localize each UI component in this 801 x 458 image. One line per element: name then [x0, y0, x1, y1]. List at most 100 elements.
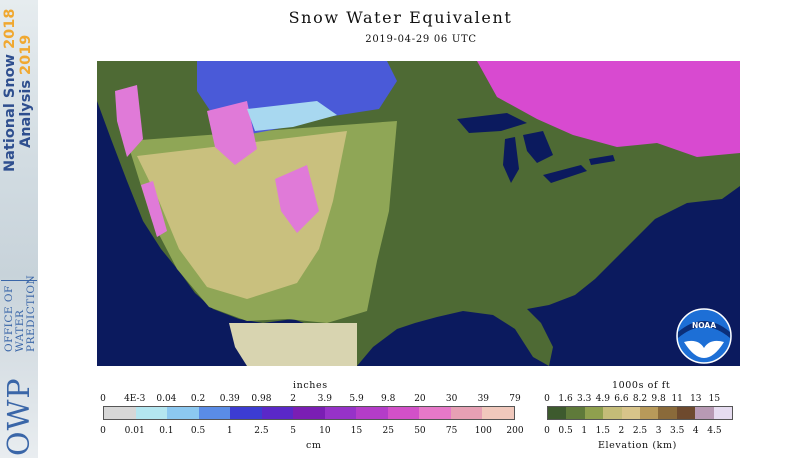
tick-label: 0.01: [124, 426, 145, 436]
lake-erie: [543, 165, 587, 183]
tick-label: 25: [382, 426, 394, 436]
noaa-seagull-icon: [684, 340, 724, 358]
swe-colorbar: [103, 406, 515, 420]
colorbar-swatch: [419, 407, 451, 419]
tick-label: 5.9: [349, 394, 364, 404]
colorbar-swatch: [548, 407, 567, 419]
colorbar-swatch: [167, 407, 199, 419]
analysis-title: Analysis 2019: [18, 34, 34, 148]
tick-label: 3.9: [317, 394, 333, 404]
tick-label: 100: [474, 426, 492, 436]
tick-label: 8.2: [632, 394, 648, 404]
tick-label: 0.98: [251, 394, 272, 404]
tick-label: 2: [618, 426, 625, 436]
tick-label: 4.5: [707, 426, 722, 436]
colorbar-swatch: [640, 407, 659, 419]
tick-label: 0.1: [159, 426, 174, 436]
colorbar-swatch: [584, 407, 604, 419]
lake-superior: [457, 113, 527, 133]
lake-michigan: [503, 137, 519, 183]
tick-label: 0.5: [558, 426, 573, 436]
swe-legend-top-label: inches: [293, 380, 328, 391]
elevation-colorbar: [547, 406, 733, 420]
tick-label: 5: [290, 426, 297, 436]
colorbar-swatch: [482, 407, 514, 419]
tick-label: 50: [414, 426, 426, 436]
tick-label: 0.2: [190, 394, 206, 404]
owp-logo-text: OWP: [2, 377, 37, 456]
colorbar-swatch: [621, 407, 641, 419]
mexico-mask: [229, 323, 357, 366]
tick-label: 4E-3: [124, 394, 146, 404]
snow-sierra: [141, 181, 167, 237]
tick-label: 200: [506, 426, 524, 436]
colorbar-swatch: [676, 407, 696, 419]
colorbar-swatch: [104, 407, 136, 419]
colorbar-swatch: [603, 407, 622, 419]
tick-label: 0.04: [156, 394, 177, 404]
sidebar-branding: National Snow 2018 Analysis 2019 OWP OFF…: [0, 0, 38, 458]
tick-label: 15: [350, 426, 363, 436]
snow-cover-east-canada: [477, 61, 740, 157]
tick-label: 1.6: [558, 394, 573, 404]
swe-legend-bottom-label: cm: [306, 440, 322, 451]
snow-rockies-north: [207, 101, 257, 165]
tick-label: 79: [509, 394, 521, 404]
tick-label: 11: [671, 394, 683, 404]
tick-label: 0.5: [190, 426, 206, 436]
tick-label: 0.39: [219, 394, 240, 404]
tick-label: 3: [655, 426, 662, 436]
colorbar-swatch: [198, 407, 231, 419]
tick-label: 1: [226, 426, 233, 436]
tick-label: 9.8: [651, 394, 666, 404]
tick-label: 13: [690, 394, 702, 404]
noaa-logo: NOAA: [676, 308, 732, 364]
colorbar-swatch: [356, 407, 388, 419]
tick-label: 10: [319, 426, 331, 436]
colorbar-swatch: [695, 407, 714, 419]
office-name-line-3: PREDICTION: [25, 274, 37, 352]
snow-rockies-central: [275, 165, 319, 233]
tick-label: 2.5: [632, 426, 648, 436]
colorbar-swatch: [293, 407, 325, 419]
snow-cascades: [115, 85, 143, 157]
tick-label: 4.9: [595, 394, 610, 404]
tick-label: 15: [708, 394, 721, 404]
lake-huron: [523, 131, 553, 163]
noaa-logo-text: NOAA: [692, 321, 716, 330]
tick-label: 4: [692, 426, 699, 436]
tick-label: 0: [544, 426, 550, 436]
tick-label: 0: [544, 394, 550, 404]
snow-map: [97, 61, 740, 366]
noaa-logo-band: [678, 321, 730, 338]
page-title: Snow Water Equivalent: [288, 8, 513, 27]
tick-label: 75: [445, 426, 458, 436]
tick-label: 39: [477, 394, 490, 404]
tick-label: 3.3: [577, 394, 592, 404]
tick-label: 1.5: [595, 426, 610, 436]
lake-ontario: [589, 155, 615, 165]
tick-label: 0: [100, 394, 106, 404]
timestamp: 2019-04-29 06 UTC: [365, 34, 477, 45]
colorbar-swatch: [566, 407, 585, 419]
tick-label: 6.6: [614, 394, 629, 404]
tick-label: 2: [290, 394, 297, 404]
tick-label: 1: [581, 426, 588, 436]
tick-label: 0: [100, 426, 106, 436]
colorbar-swatch: [135, 407, 168, 419]
colorbar-swatch: [324, 407, 357, 419]
colorbar-swatch: [713, 407, 733, 419]
tick-label: 2.5: [254, 426, 269, 436]
elevation-legend-bottom-label: Elevation (km): [598, 440, 677, 451]
tick-label: 30: [445, 394, 458, 404]
tick-label: 20: [414, 394, 426, 404]
colorbar-swatch: [230, 407, 262, 419]
snow-light-canada: [247, 101, 337, 131]
tick-label: 3.5: [670, 426, 685, 436]
divider: [1, 280, 37, 281]
colorbar-swatch: [658, 407, 677, 419]
colorbar-swatch: [387, 407, 420, 419]
tick-label: 9.8: [381, 394, 396, 404]
colorbar-swatch: [261, 407, 294, 419]
elevation-legend-top-label: 1000s of ft: [612, 380, 671, 391]
